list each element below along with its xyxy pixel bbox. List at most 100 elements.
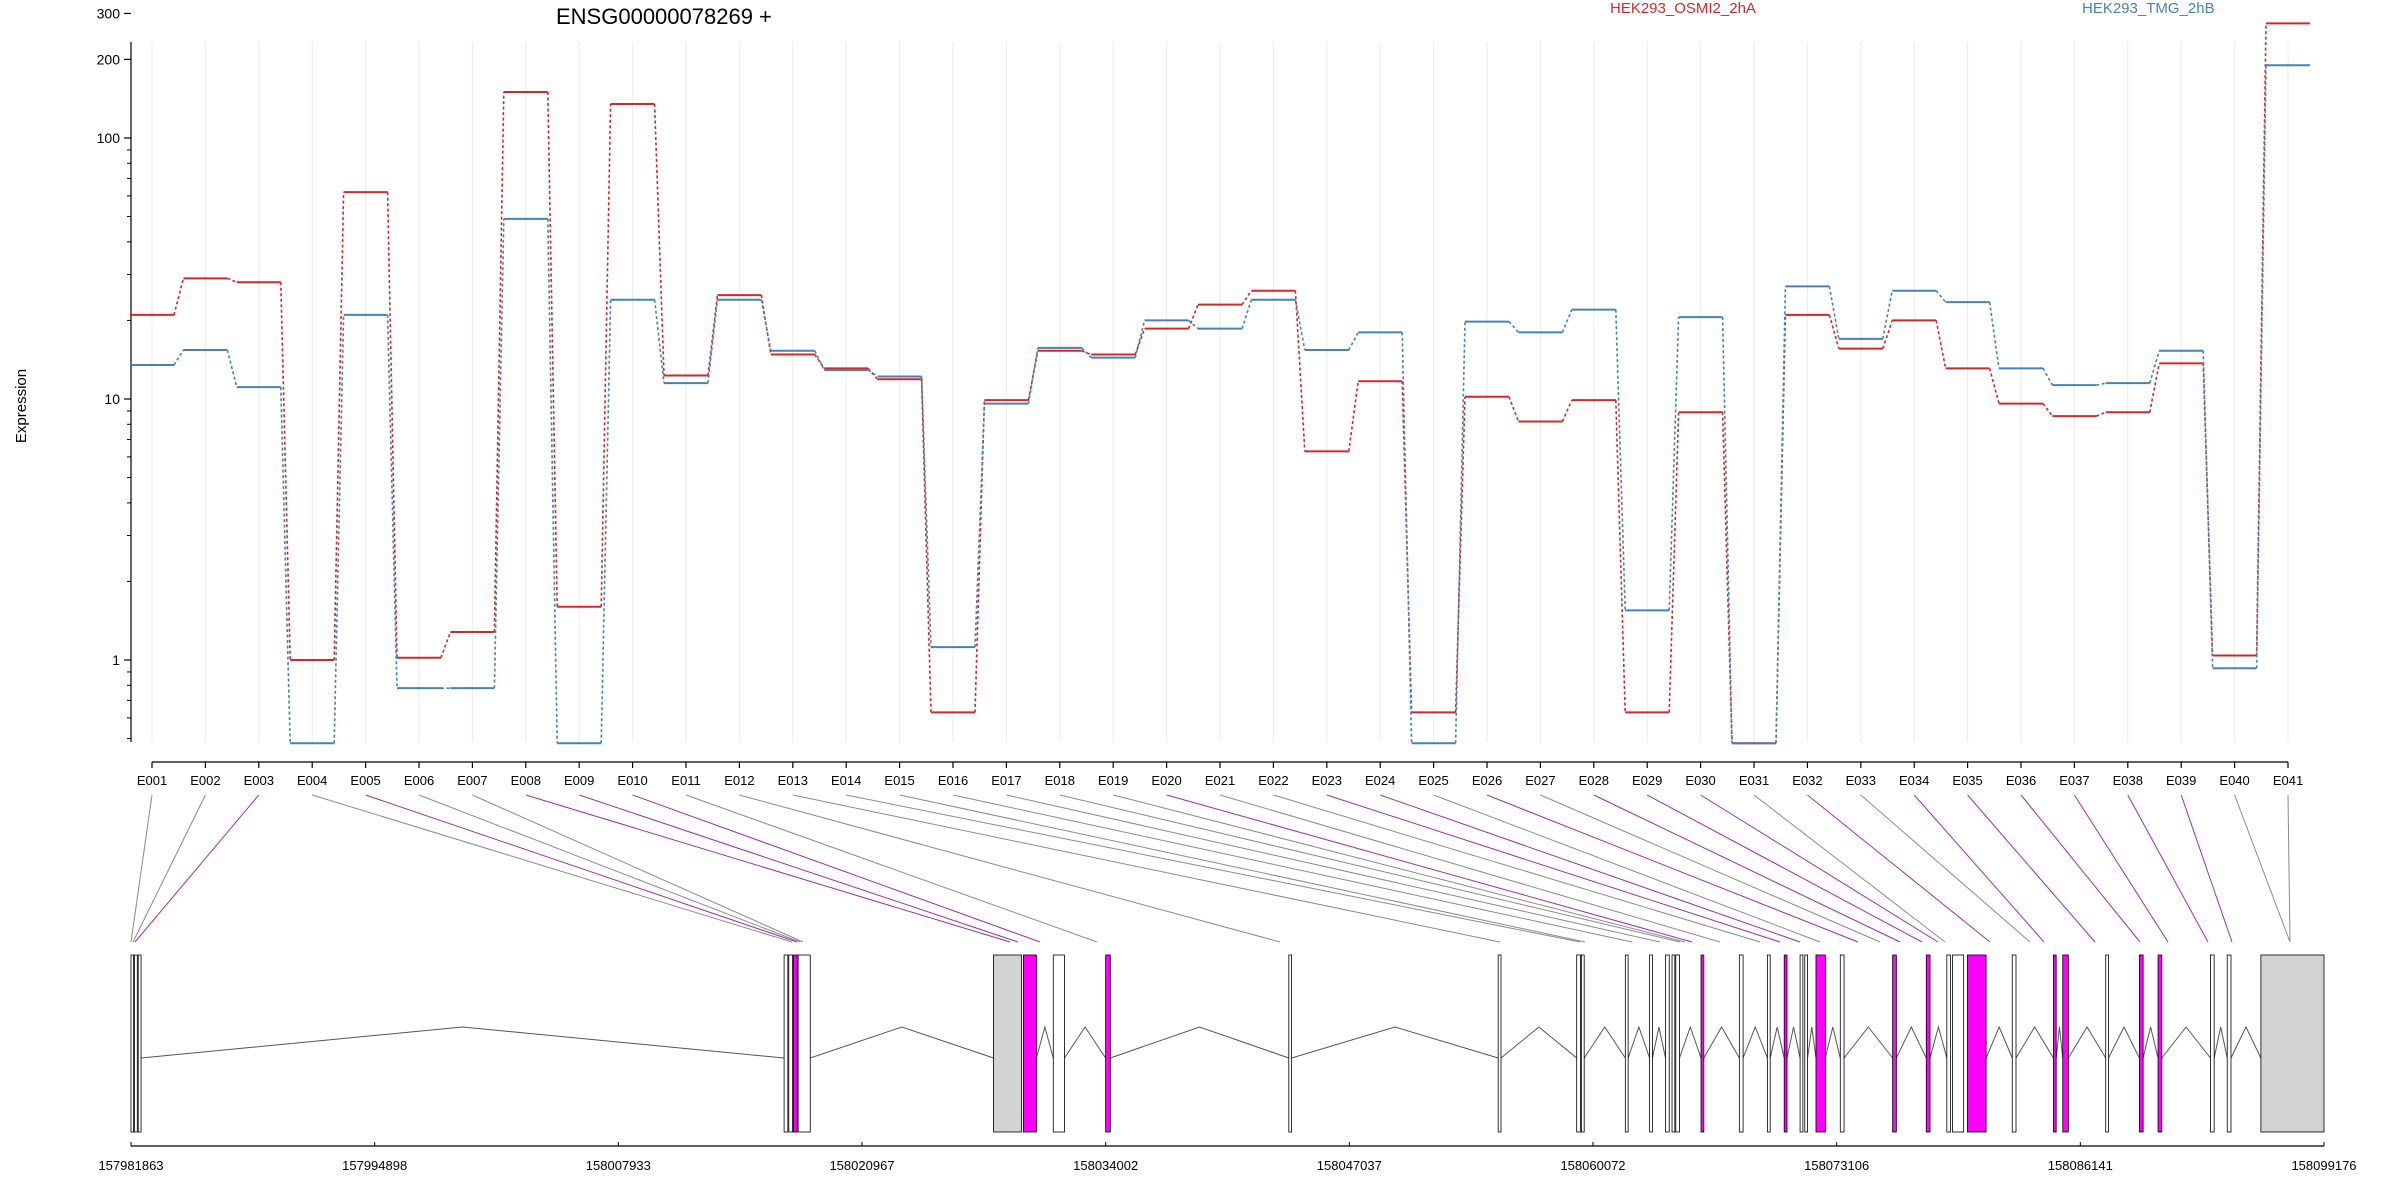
y-tick-label: 1	[112, 652, 120, 668]
exon-label: E029	[1632, 773, 1662, 788]
exon-box	[1052, 954, 1065, 1133]
intron-line	[1064, 1026, 1107, 1059]
intron-line	[1651, 1026, 1666, 1059]
coordinate-label: 158020967	[829, 1158, 894, 1173]
exon-label: E002	[190, 773, 220, 788]
exon-box	[130, 954, 134, 1133]
exon-box	[1967, 954, 1987, 1133]
series-connector	[333, 314, 345, 744]
exon-label: E035	[1952, 773, 1982, 788]
intron-line	[2015, 1026, 2054, 1059]
series-connector	[1775, 286, 1787, 744]
y-tick-label: 100	[97, 130, 121, 146]
intron-line	[1110, 1026, 1289, 1059]
exon-label: E032	[1792, 773, 1822, 788]
series-connector	[386, 314, 398, 689]
exon-connector	[365, 794, 798, 943]
series-HEK293_OSMI2_2hA	[130, 22, 2310, 745]
exon-connector	[2073, 794, 2169, 943]
exon-connector	[1059, 794, 1681, 943]
series-connector	[1935, 320, 1947, 369]
exon-connector	[418, 794, 801, 943]
series-connector	[226, 349, 238, 388]
exon-connector	[130, 794, 153, 943]
series-connector	[1134, 320, 1146, 358]
series-connector	[280, 387, 291, 744]
intron-line	[1583, 1026, 1626, 1059]
series-connector	[1721, 317, 1733, 744]
exon-label: E001	[137, 773, 167, 788]
intron-line	[1035, 1025, 1054, 1059]
series-connector	[1882, 320, 1893, 349]
exon-box	[1497, 954, 1502, 1133]
exon-label: E033	[1846, 773, 1876, 788]
series-connector	[333, 192, 345, 661]
y-axis-label: Expression	[13, 369, 30, 443]
exon-label: E027	[1525, 773, 1555, 788]
coordinate-label: 158047037	[1317, 1158, 1382, 1173]
exon-box	[783, 954, 789, 1133]
grid-lines	[151, 42, 2289, 742]
series-connector	[2042, 368, 2054, 386]
exon-connector	[1486, 794, 1859, 943]
exon-connector	[2180, 794, 2233, 943]
exon-label: E020	[1151, 773, 1181, 788]
legend-series-1: HEK293_OSMI2_2hA	[1610, 0, 1756, 17]
exon-connector	[1753, 794, 1946, 943]
series-connector	[386, 192, 398, 658]
series-connector	[1668, 317, 1680, 611]
intron-line	[2055, 1026, 2064, 1059]
exon-connector	[1646, 794, 1923, 943]
exon-label: E019	[1098, 773, 1128, 788]
series-connector	[280, 282, 291, 661]
exon-connector	[2287, 794, 2291, 943]
series-connector	[2096, 382, 2106, 386]
exon-label: E040	[2219, 773, 2249, 788]
exon-box	[2157, 954, 2163, 1133]
series-connector	[653, 103, 665, 376]
gene-model	[130, 954, 2325, 1133]
intron-line	[2108, 1025, 2140, 1059]
exon-connector	[134, 794, 260, 943]
series-connector	[1401, 332, 1413, 744]
exon-connector	[1913, 794, 2045, 943]
exon-box	[1804, 954, 1808, 1133]
series-connector	[1454, 321, 1466, 744]
exon-label: E014	[831, 773, 861, 788]
chart-title: ENSG00000078269 +	[556, 4, 772, 29]
exon-box	[993, 954, 1022, 1133]
exon-connector	[1006, 794, 1661, 943]
exon-box	[797, 954, 811, 1133]
exon-connector	[2127, 794, 2209, 943]
series-connector	[1828, 314, 1840, 349]
exon-label: E024	[1365, 773, 1395, 788]
series-connector	[867, 369, 879, 378]
exon-connector	[1219, 794, 1721, 943]
exon-connector	[632, 794, 1041, 943]
exon-box	[1766, 954, 1771, 1133]
series-connector	[2149, 363, 2160, 413]
exon-box	[1649, 954, 1653, 1133]
exon-box	[1783, 954, 1788, 1133]
exon-label: E031	[1739, 773, 1769, 788]
intron-line	[1627, 1025, 1651, 1059]
exon-connector	[846, 794, 1581, 943]
exon-label: E041	[2273, 773, 2303, 788]
exon-label: E015	[884, 773, 914, 788]
series-connector	[1348, 331, 1359, 351]
intron-line	[2067, 1026, 2107, 1059]
intron-line	[1742, 1025, 1768, 1059]
exon-label: E006	[404, 773, 434, 788]
series-connector	[1828, 286, 1840, 339]
coordinate-label: 158034002	[1073, 1158, 1138, 1173]
exon-label: E021	[1205, 773, 1235, 788]
exon-box	[1799, 954, 1804, 1133]
exon-box	[793, 954, 798, 1133]
exon-label: E017	[991, 773, 1021, 788]
series-connector	[920, 379, 932, 713]
exon-connector	[899, 794, 1586, 943]
exon-box	[788, 954, 793, 1133]
exon-connector	[739, 794, 1281, 943]
series-connector	[1935, 290, 1947, 303]
